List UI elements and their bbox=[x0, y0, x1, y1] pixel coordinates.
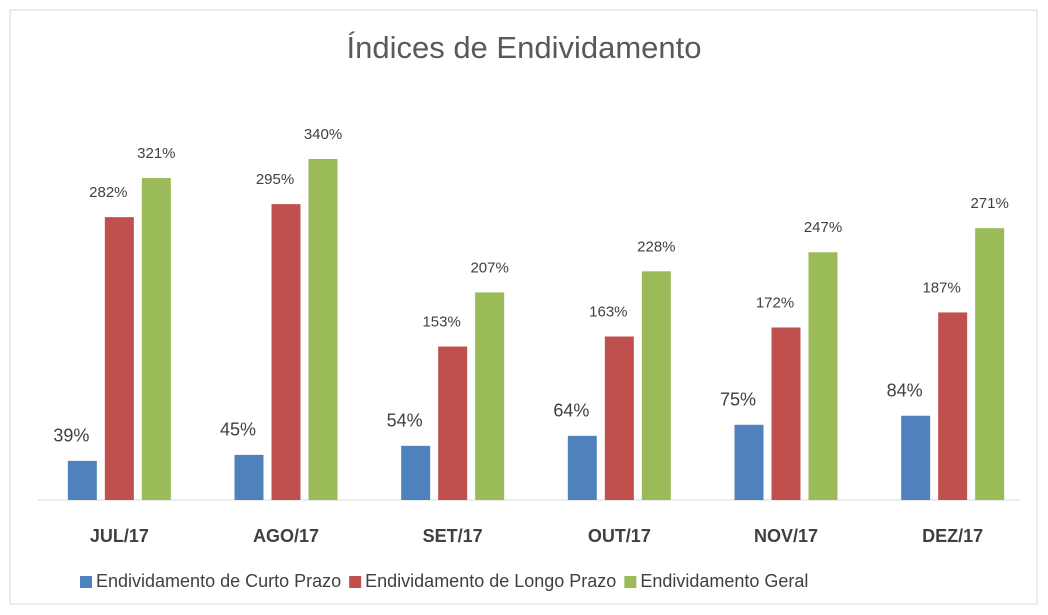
bar bbox=[734, 424, 764, 500]
data-label: 340% bbox=[304, 126, 342, 143]
data-label: 271% bbox=[970, 195, 1008, 212]
x-tick-label: AGO/17 bbox=[253, 526, 319, 546]
bar bbox=[975, 228, 1005, 500]
bar bbox=[475, 292, 505, 500]
legend-label: Endividamento Geral bbox=[640, 571, 808, 591]
data-label: 75% bbox=[720, 390, 756, 410]
data-label: 172% bbox=[756, 294, 794, 311]
bar bbox=[104, 217, 134, 501]
bar bbox=[308, 158, 338, 501]
data-label: 187% bbox=[922, 279, 960, 296]
x-tick-label: DEZ/17 bbox=[922, 526, 983, 546]
data-label: 282% bbox=[89, 184, 127, 201]
data-label: 247% bbox=[804, 219, 842, 236]
chart-border bbox=[9, 9, 1038, 605]
data-label: 163% bbox=[589, 303, 627, 320]
bar bbox=[808, 252, 838, 500]
bar bbox=[234, 454, 264, 500]
x-tick-label: SET/17 bbox=[423, 526, 483, 546]
data-label: 295% bbox=[256, 171, 294, 188]
chart-title: Índices de Endividamento bbox=[346, 30, 701, 65]
bar bbox=[938, 312, 968, 500]
data-label: 84% bbox=[887, 380, 923, 400]
legend-swatch bbox=[80, 576, 92, 588]
data-label: 321% bbox=[137, 145, 175, 162]
bar bbox=[438, 346, 468, 500]
data-label: 228% bbox=[637, 238, 675, 255]
bar bbox=[67, 460, 97, 500]
data-label: 39% bbox=[53, 426, 89, 446]
legend-label: Endividamento de Curto Prazo bbox=[96, 571, 341, 591]
legend-swatch bbox=[624, 576, 637, 588]
bar bbox=[604, 336, 634, 500]
legend-label: Endividamento de Longo Prazo bbox=[365, 571, 616, 591]
bar bbox=[901, 415, 931, 500]
bar bbox=[641, 271, 671, 500]
legend-swatch bbox=[349, 576, 362, 588]
x-tick-label: OUT/17 bbox=[588, 526, 651, 546]
data-label: 45% bbox=[220, 420, 256, 440]
data-label: 207% bbox=[470, 259, 508, 276]
bar bbox=[401, 445, 431, 500]
bar bbox=[141, 178, 171, 501]
bar bbox=[567, 435, 597, 500]
data-label: 54% bbox=[387, 411, 423, 431]
data-label: 153% bbox=[422, 314, 460, 331]
bar bbox=[271, 204, 301, 501]
data-label: 64% bbox=[553, 401, 589, 421]
x-tick-label: JUL/17 bbox=[90, 526, 149, 546]
bar bbox=[771, 327, 801, 500]
x-tick-label: NOV/17 bbox=[754, 526, 818, 546]
